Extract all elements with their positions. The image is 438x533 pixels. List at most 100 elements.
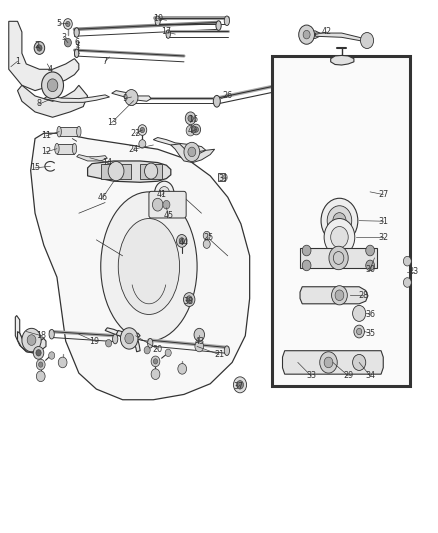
Circle shape	[39, 362, 43, 367]
Circle shape	[108, 161, 124, 181]
Bar	[59, 127, 79, 136]
Text: 43: 43	[194, 337, 204, 345]
Text: 4: 4	[48, 65, 53, 74]
Ellipse shape	[216, 21, 221, 30]
Circle shape	[186, 296, 192, 303]
Ellipse shape	[113, 334, 118, 344]
Circle shape	[155, 181, 174, 205]
Text: 41: 41	[157, 190, 167, 199]
Circle shape	[144, 346, 150, 354]
Text: 25: 25	[203, 233, 213, 241]
Circle shape	[366, 245, 374, 256]
Circle shape	[188, 147, 196, 157]
Circle shape	[151, 356, 160, 367]
Circle shape	[329, 246, 348, 270]
Circle shape	[177, 235, 187, 247]
Text: 10: 10	[153, 14, 162, 23]
Circle shape	[138, 125, 147, 135]
Text: 40: 40	[188, 126, 198, 135]
Circle shape	[237, 381, 244, 389]
Circle shape	[186, 125, 195, 136]
Circle shape	[125, 333, 134, 344]
Ellipse shape	[55, 143, 59, 154]
Text: 39: 39	[218, 174, 229, 183]
Text: 18: 18	[37, 332, 46, 340]
Polygon shape	[15, 316, 44, 353]
Circle shape	[42, 72, 64, 99]
Circle shape	[324, 357, 333, 368]
Circle shape	[327, 206, 352, 236]
Bar	[101, 164, 131, 179]
Polygon shape	[300, 248, 377, 268]
Ellipse shape	[213, 95, 220, 107]
Text: 32: 32	[378, 233, 389, 241]
Ellipse shape	[49, 329, 54, 339]
Circle shape	[145, 163, 158, 179]
Circle shape	[299, 25, 314, 44]
Ellipse shape	[131, 96, 135, 105]
Circle shape	[152, 198, 163, 211]
Text: 24: 24	[128, 145, 139, 154]
Text: 22: 22	[131, 129, 141, 138]
Circle shape	[27, 335, 36, 345]
Text: 14: 14	[102, 158, 112, 167]
Bar	[140, 164, 162, 179]
Text: 3: 3	[61, 33, 66, 42]
Circle shape	[195, 341, 204, 352]
Polygon shape	[116, 330, 140, 352]
Ellipse shape	[57, 126, 61, 137]
Ellipse shape	[224, 346, 230, 356]
Circle shape	[353, 354, 366, 370]
Circle shape	[64, 19, 72, 29]
FancyBboxPatch shape	[149, 191, 186, 218]
Ellipse shape	[274, 83, 281, 94]
Circle shape	[192, 124, 201, 135]
Text: 15: 15	[30, 164, 40, 172]
Circle shape	[320, 352, 337, 373]
Ellipse shape	[101, 192, 197, 341]
Text: 13: 13	[107, 118, 117, 127]
Text: 27: 27	[378, 190, 389, 199]
Ellipse shape	[118, 219, 180, 314]
Circle shape	[37, 45, 42, 51]
Ellipse shape	[155, 16, 160, 26]
Ellipse shape	[72, 143, 77, 154]
Polygon shape	[300, 31, 320, 38]
Circle shape	[233, 377, 247, 393]
Text: 34: 34	[365, 372, 375, 380]
Ellipse shape	[74, 28, 79, 37]
Circle shape	[179, 238, 184, 244]
Ellipse shape	[166, 30, 170, 38]
Circle shape	[36, 350, 41, 356]
Circle shape	[49, 352, 55, 359]
Circle shape	[47, 79, 58, 92]
Circle shape	[335, 290, 344, 301]
Text: 46: 46	[98, 193, 108, 201]
Text: 1: 1	[15, 57, 20, 66]
Text: 5: 5	[57, 20, 62, 28]
Text: 45: 45	[163, 212, 174, 220]
Text: 21: 21	[214, 350, 224, 359]
Circle shape	[22, 328, 41, 352]
Polygon shape	[105, 328, 140, 338]
Circle shape	[357, 328, 362, 335]
Text: 12: 12	[41, 148, 51, 156]
Circle shape	[151, 369, 160, 379]
Circle shape	[125, 90, 138, 106]
Polygon shape	[44, 95, 110, 102]
Polygon shape	[18, 85, 88, 117]
Circle shape	[34, 42, 45, 54]
Text: 28: 28	[358, 292, 369, 300]
Polygon shape	[77, 155, 107, 161]
Circle shape	[324, 219, 355, 256]
Text: 35: 35	[365, 329, 375, 337]
Polygon shape	[283, 351, 383, 374]
Text: 33: 33	[306, 372, 316, 380]
Circle shape	[165, 349, 171, 357]
Circle shape	[194, 328, 205, 341]
Circle shape	[203, 240, 210, 248]
Text: 23: 23	[409, 268, 419, 276]
Text: 2: 2	[35, 41, 40, 50]
Text: 11: 11	[41, 132, 51, 140]
Polygon shape	[153, 138, 206, 152]
